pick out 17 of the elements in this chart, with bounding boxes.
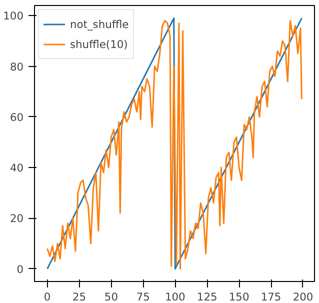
x-tick-label: 150 [228,290,250,303]
x-tick-label: 50 [104,290,118,303]
legend-label: shuffle(10) [70,38,128,50]
legend-label: not_shuffle [70,18,129,30]
x-tick-label: 75 [136,290,150,303]
x-tick-label: 100 [164,290,186,303]
y-tick-label: 100 [3,10,24,23]
y-tick-label: 40 [10,162,24,175]
y-tick-label: 80 [10,60,24,74]
x-tick-label: 0 [44,290,51,303]
y-tick-label: 60 [10,110,24,124]
x-tick-label: 175 [260,290,282,303]
y-tick-label: 20 [10,212,24,226]
y-tick-label: 0 [16,262,24,276]
x-tick-label: 200 [292,290,314,303]
x-tick-label: 125 [196,290,218,303]
x-tick-label: 25 [72,290,86,303]
